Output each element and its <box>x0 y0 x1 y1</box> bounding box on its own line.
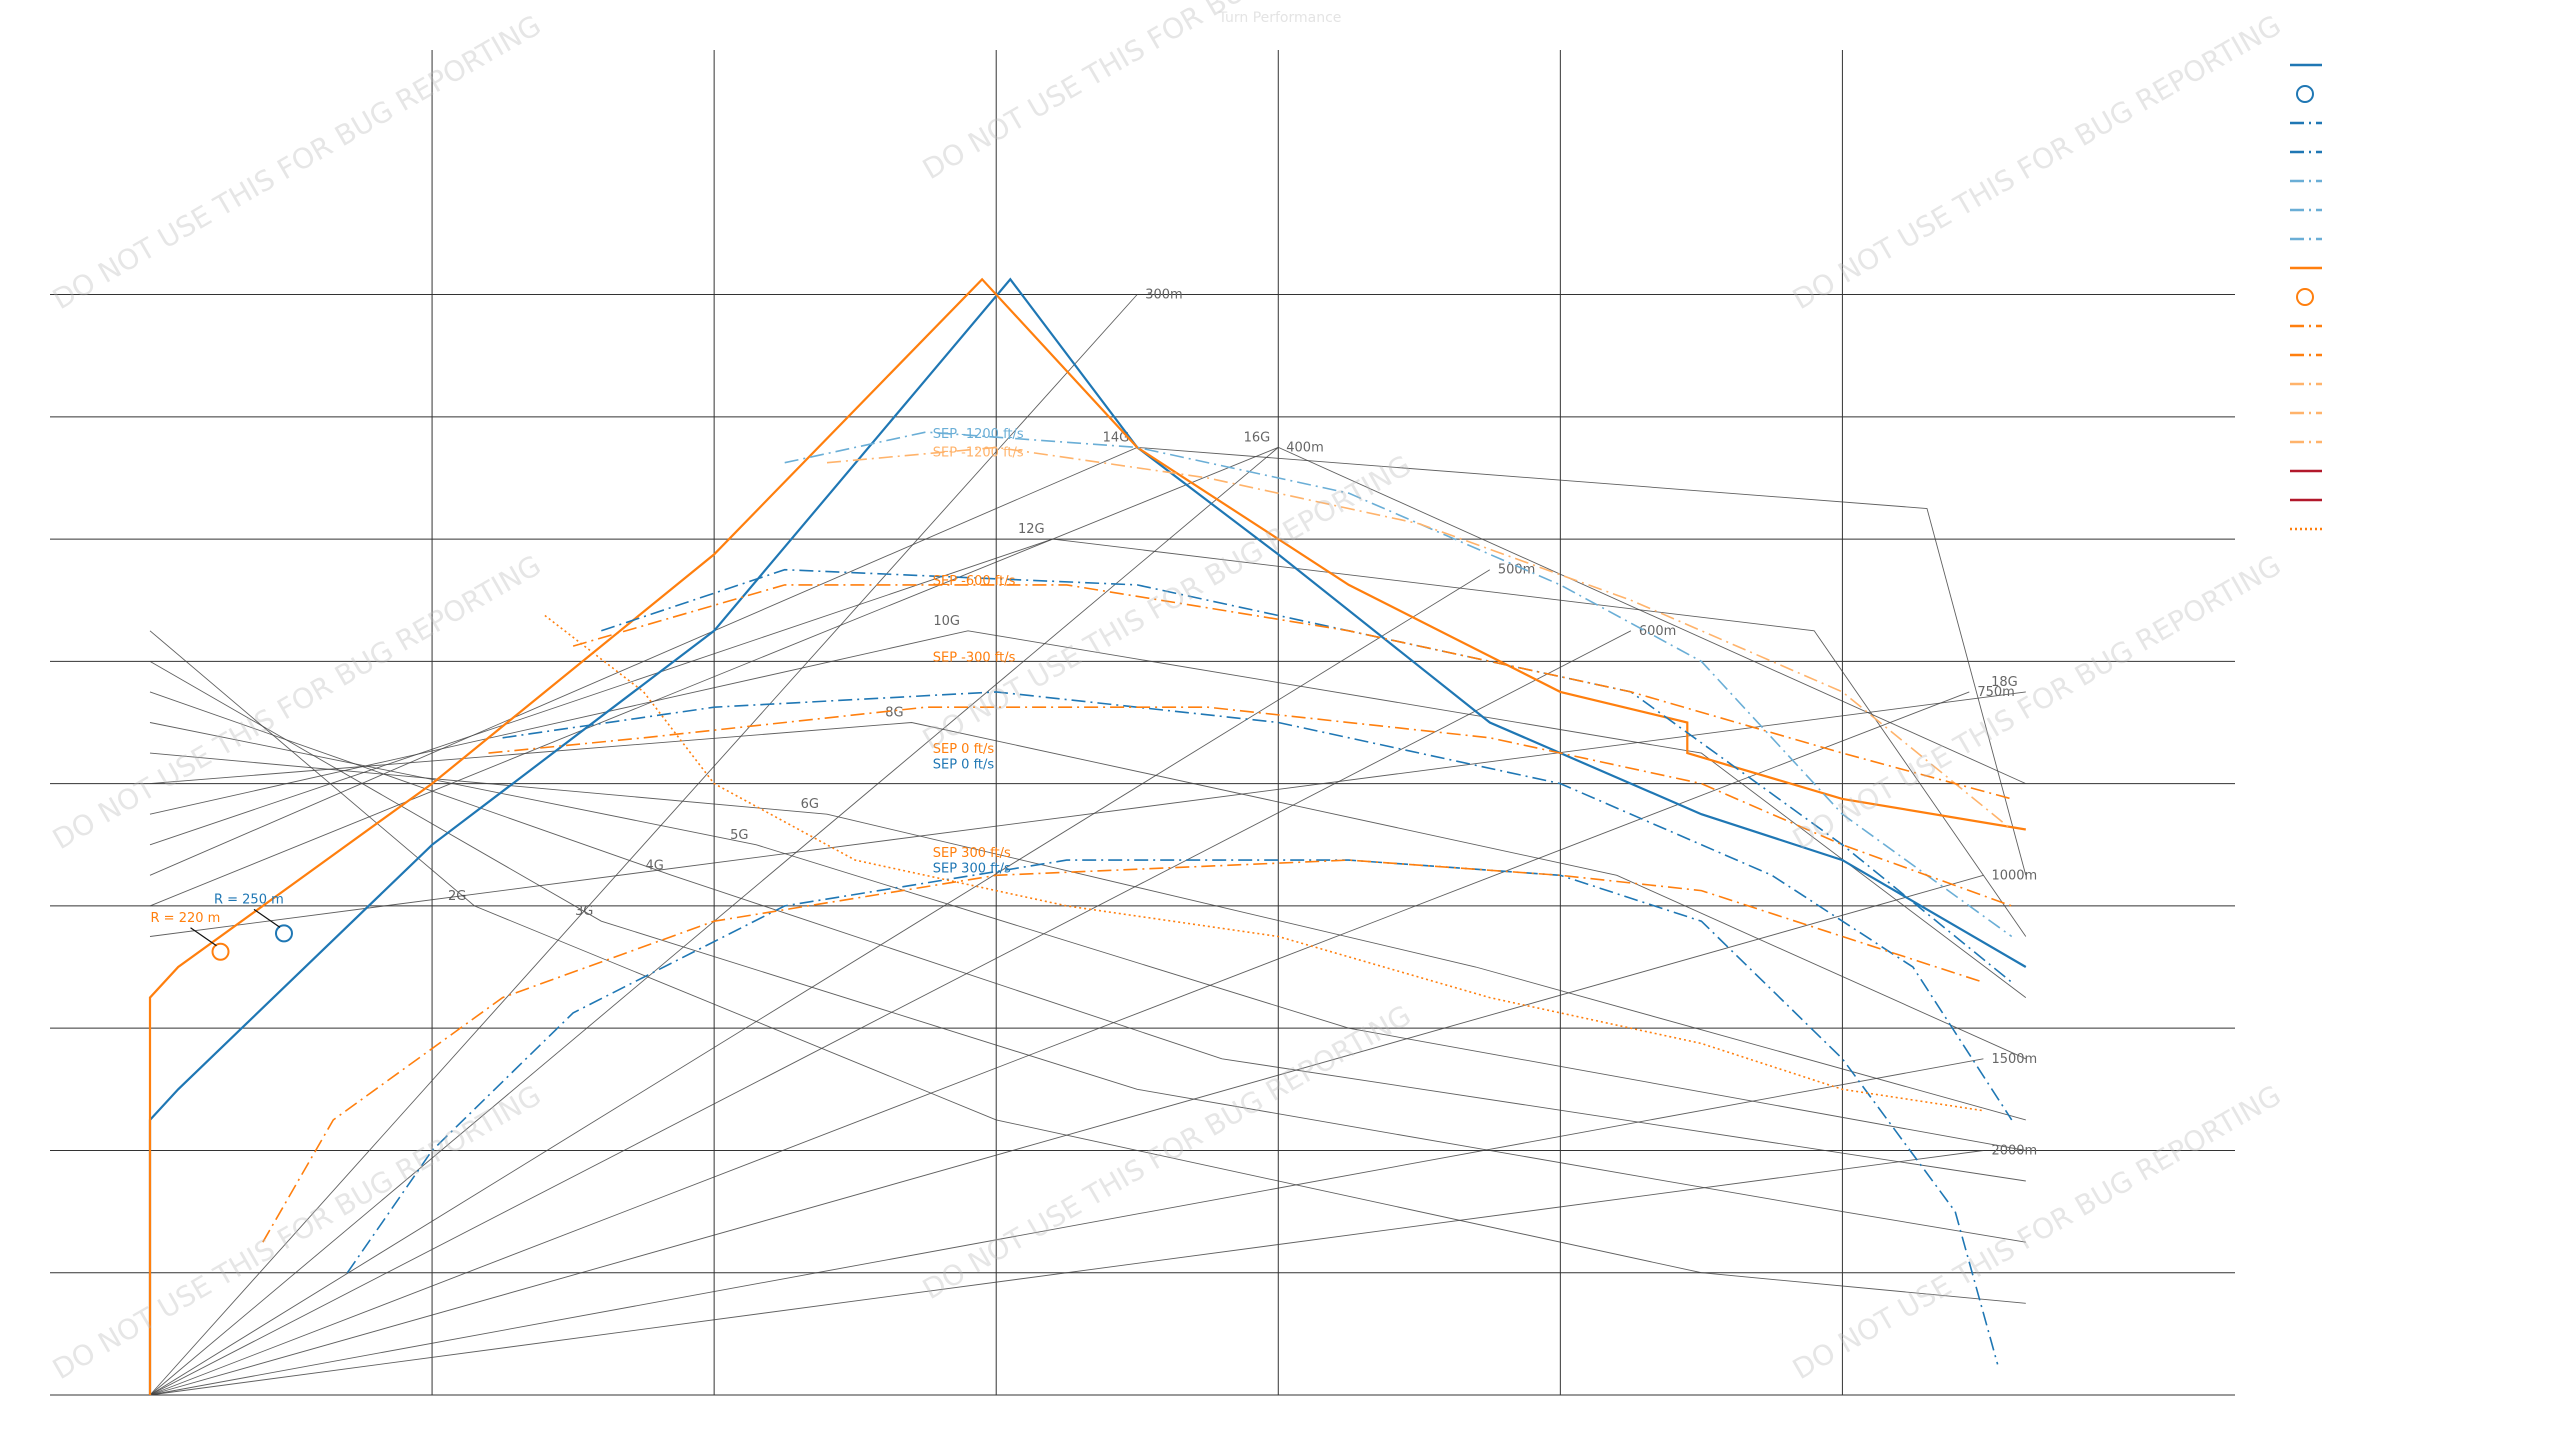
g-load-label: 18G <box>1991 675 2018 690</box>
series-line <box>601 568 2013 983</box>
series-line <box>784 431 2013 938</box>
watermark-layer: DO NOT USE THIS FOR BUG REPORTING DO NOT … <box>47 0 2287 1386</box>
watermark-text: DO NOT USE THIS FOR BUG REPORTING <box>47 9 547 316</box>
sep-annotation: SEP 300 ft/s <box>933 846 1011 861</box>
legend-marker <box>2296 85 2314 103</box>
g-load-line <box>149 446 2027 876</box>
g-load-line <box>149 630 2026 1304</box>
g-load-label: 16G <box>1244 430 1271 445</box>
watermark-text: DO NOT USE THIS FOR BUG REPORTING <box>1787 1079 2287 1386</box>
turn-radius-label: 500m <box>1498 563 1535 578</box>
g-load-line <box>149 446 2026 907</box>
radius-marker-label: R = 250 m <box>214 892 284 907</box>
series-line <box>346 859 1999 1365</box>
turn-radius-line <box>149 691 1970 1396</box>
g-load-label: 8G <box>885 706 903 721</box>
turn-radius-label: 750m <box>1977 685 2014 700</box>
g-load-line <box>149 722 2026 1151</box>
series-line <box>826 446 2013 831</box>
watermark-text: DO NOT USE THIS FOR BUG REPORTING <box>47 549 547 856</box>
g-load-line <box>149 630 2027 998</box>
sep-annotation: SEP 300 ft/s <box>933 861 1011 876</box>
sep-annotation: SEP -1200 ft/s <box>933 446 1024 461</box>
g-load-label: 6G <box>801 797 819 812</box>
series-line <box>262 859 1984 1243</box>
legend-marker <box>2296 288 2314 306</box>
watermark-text: DO NOT USE THIS FOR BUG REPORTING <box>47 1079 547 1386</box>
radius-marker-arrow <box>190 927 217 947</box>
sep-annotation: SEP 0 ft/s <box>933 757 995 772</box>
g-load-label: 12G <box>1018 522 1045 537</box>
turn-radius-label: 400m <box>1286 440 1323 455</box>
radius-marker-label: R = 220 m <box>151 911 221 926</box>
series-line <box>148 277 2026 1395</box>
watermark-text: DO NOT USE THIS FOR BUG REPORTING <box>917 449 1417 756</box>
grid-layer <box>50 50 2235 1396</box>
series-layer <box>148 277 2027 1395</box>
watermark-text: DO NOT USE THIS FOR BUG REPORTING <box>917 999 1417 1306</box>
turn-radius-label: 2000m <box>1991 1143 2037 1158</box>
annotation-layer: R = 220 m R = 250 m SEP -1200 ft/s SEP -120… <box>151 427 1024 961</box>
series-line <box>488 706 2012 907</box>
g-load-line <box>149 752 2026 1121</box>
series-line <box>148 277 2027 1395</box>
series-line <box>502 691 2013 1121</box>
sep-annotation: SEP -300 ft/s <box>933 650 1016 665</box>
sep-annotation: SEP 0 ft/s <box>933 742 995 757</box>
g-load-line <box>149 538 2027 937</box>
turn-radius-line <box>149 569 1491 1396</box>
series-line <box>572 584 2012 800</box>
turn-radius-label: 1000m <box>1991 868 2037 883</box>
chart-title: Turn Performance <box>1218 10 1342 26</box>
g-load-line <box>149 722 2026 1060</box>
turn-radius-label: 600m <box>1639 624 1676 639</box>
watermark-text: DO NOT USE THIS FOR BUG REPORTING <box>917 0 1417 186</box>
sep-annotation: SEP -1200 ft/s <box>933 427 1024 442</box>
turn-radius-line <box>149 1150 1984 1396</box>
g-load-label: 14G <box>1103 430 1130 445</box>
series-line <box>544 614 1984 1112</box>
watermark-text: DO NOT USE THIS FOR BUG REPORTING <box>1787 9 2287 316</box>
sep-annotation: SEP -600 ft/s <box>933 574 1016 589</box>
g-load-label: 4G <box>645 858 663 873</box>
watermark-text: DO NOT USE THIS FOR BUG REPORTING <box>1787 549 2287 856</box>
g-load-line <box>149 661 2026 1243</box>
radius-marker <box>274 924 293 943</box>
radius-marker-arrow <box>253 908 281 928</box>
turn-radius-label: 300m <box>1145 288 1182 303</box>
g-load-line <box>149 691 2026 937</box>
g-load-label: 10G <box>933 614 960 629</box>
turn-radius-line <box>149 294 1138 1396</box>
radius-marker <box>211 942 230 961</box>
legend <box>2290 63 2322 531</box>
turn-radius-label: 1500m <box>1991 1052 2037 1067</box>
turn-radius-line <box>149 630 1632 1396</box>
turn-radius-line <box>149 1058 1984 1396</box>
g-load-label: 5G <box>730 828 748 843</box>
turn-radius-line <box>149 874 1984 1396</box>
g-load-line <box>149 691 2026 1182</box>
